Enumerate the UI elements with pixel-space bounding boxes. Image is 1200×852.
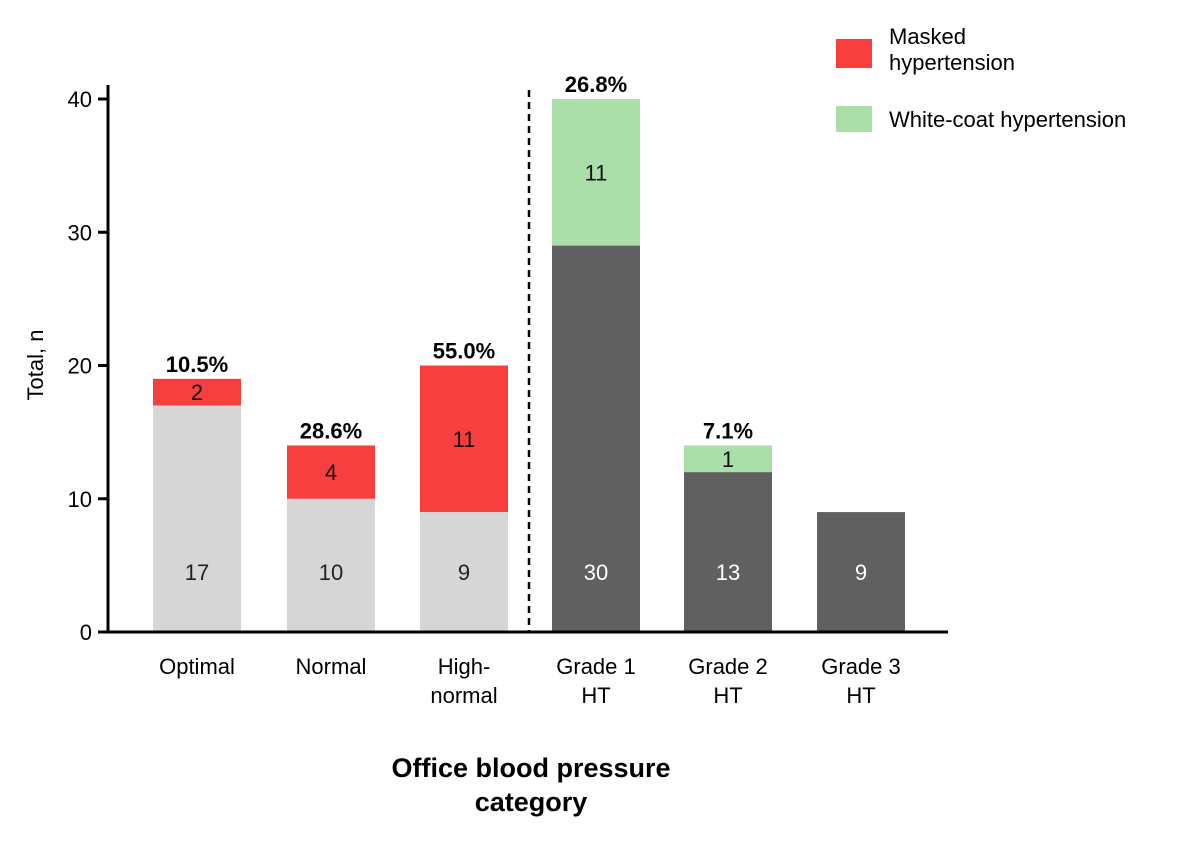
bar-base-4 (684, 472, 772, 632)
bar-segment-label: 2 (191, 380, 203, 405)
bar-base-label: 10 (319, 560, 343, 585)
x-tick-label: Normal (296, 654, 367, 679)
bar-base-label: 9 (458, 560, 470, 585)
x-tick-label: Grade 3 (821, 654, 901, 679)
bar-base-label: 17 (185, 560, 209, 585)
percent-label: 7.1% (703, 418, 753, 443)
y-tick-label: 20 (68, 354, 92, 379)
bar-base-0 (153, 405, 241, 632)
legend-label-masked: hypertension (889, 50, 1015, 75)
y-tick-label: 0 (80, 620, 92, 645)
legend-swatch-white-coat (836, 106, 872, 132)
bar-base-3 (552, 245, 640, 632)
x-tick-label: normal (430, 683, 497, 708)
bar-segment-1-3 (552, 99, 640, 246)
bar-base-5 (817, 512, 905, 632)
bar-segment-0-2 (420, 365, 508, 513)
bar-segment-label: 11 (453, 427, 476, 452)
bar-segment-1-4 (684, 445, 772, 473)
bar-base-2 (420, 512, 508, 632)
bar-segment-0-1 (287, 445, 375, 499)
y-axis-title: Total, n (23, 330, 48, 401)
x-axis-title-line1: Office blood pressure (391, 753, 670, 783)
x-tick-label: HT (713, 683, 742, 708)
x-tick-label: Grade 2 (688, 654, 768, 679)
legend-label-masked: Masked (889, 24, 966, 49)
x-tick-label: Grade 1 (556, 654, 636, 679)
legend-swatch-masked (836, 39, 872, 68)
x-tick-label: HT (581, 683, 610, 708)
legend-label-white-coat: White-coat hypertension (889, 107, 1126, 132)
bar-segment-0-0 (153, 378, 241, 406)
x-tick-label: HT (846, 683, 875, 708)
y-tick-label: 40 (68, 87, 92, 112)
x-tick-label: Optimal (159, 654, 235, 679)
percent-label: 10.5% (166, 352, 228, 377)
bar-segment-label: 1 (722, 447, 734, 472)
bar-base-label: 13 (716, 560, 740, 585)
bar-base-label: 9 (855, 560, 867, 585)
bar-base-1 (287, 498, 375, 632)
bar-segment-label: 4 (325, 460, 337, 485)
x-tick-label: High- (438, 654, 491, 679)
y-tick-label: 10 (68, 487, 92, 512)
percent-label: 55.0% (433, 339, 495, 364)
percent-label: 28.6% (300, 418, 362, 443)
percent-label: 26.8% (565, 72, 627, 97)
x-axis-title-line2: category (475, 787, 588, 817)
bar-base-label: 30 (584, 560, 608, 585)
y-tick-label: 30 (68, 220, 92, 245)
bar-segment-label: 11 (585, 160, 608, 185)
